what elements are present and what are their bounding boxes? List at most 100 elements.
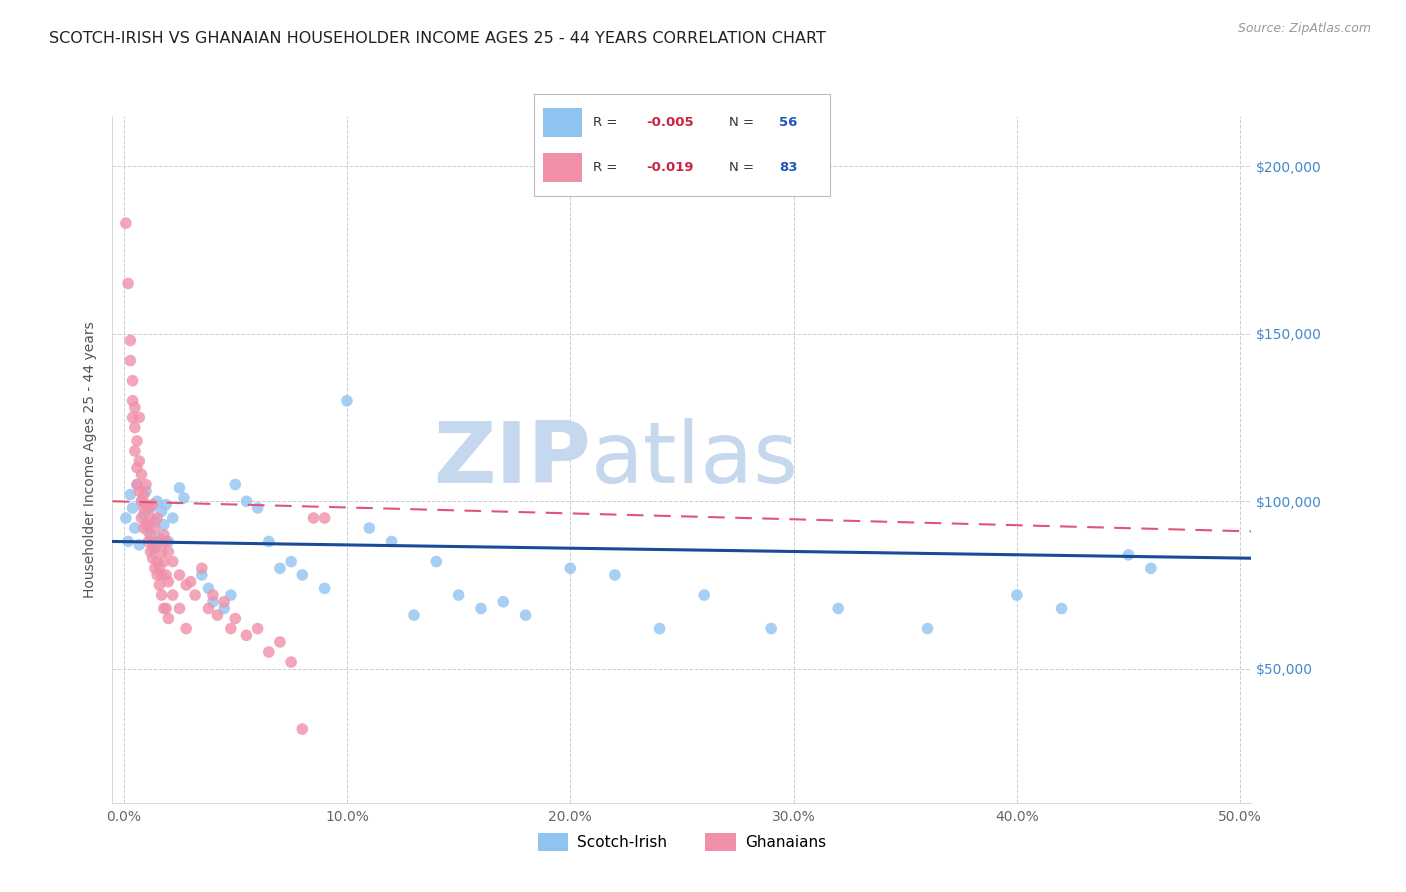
Point [121,500,143,515]
Point [132,500,155,515]
Point [146,555,169,569]
Point [143,541,166,556]
Point [150,568,173,582]
Point [150,504,173,518]
Point [121,393,143,408]
Point [153,528,176,542]
Point [155,498,177,512]
Point [219,622,242,636]
Point [117,277,139,291]
Point [224,477,246,491]
Point [143,561,166,575]
Point [128,410,150,425]
Point [827,601,849,615]
Point [125,477,148,491]
Point [197,601,219,615]
Point [128,454,150,468]
Point [162,511,184,525]
Point [139,500,162,515]
Point [246,622,269,636]
Point [180,574,202,589]
Text: 56: 56 [779,116,797,128]
Point [157,611,180,625]
Point [515,608,537,623]
Point [359,521,381,535]
Point [173,491,195,505]
Point [142,498,165,512]
Point [169,481,191,495]
Point [124,420,146,434]
Point [142,541,165,556]
Point [219,588,242,602]
Point [447,588,470,602]
Point [201,595,224,609]
Point [125,460,148,475]
Point [291,722,314,736]
Point [120,334,142,348]
Point [201,588,224,602]
Point [132,487,155,501]
Point [146,494,169,508]
Point [131,467,153,482]
Point [162,555,184,569]
Point [146,511,169,525]
Text: N =: N = [730,116,758,128]
Point [132,521,155,535]
Point [143,514,166,528]
Point [136,500,159,515]
Text: SCOTCH-IRISH VS GHANAIAN HOUSEHOLDER INCOME AGES 25 - 44 YEARS CORRELATION CHART: SCOTCH-IRISH VS GHANAIAN HOUSEHOLDER INC… [49,31,827,46]
Point [115,216,138,230]
Point [120,487,142,501]
Point [235,628,257,642]
Point [153,601,176,615]
Point [146,568,169,582]
Point [235,494,257,508]
Point [150,544,173,558]
Point [142,551,165,566]
Point [169,601,191,615]
Point [246,500,269,515]
Point [125,434,148,448]
Point [224,611,246,625]
Point [191,568,214,582]
Point [136,517,159,532]
Point [560,561,582,575]
Text: ZIP: ZIP [433,417,591,501]
Point [212,595,235,609]
Point [257,534,280,549]
Text: R =: R = [593,161,621,174]
Point [124,401,146,415]
Point [153,517,176,532]
Text: Source: ZipAtlas.com: Source: ZipAtlas.com [1237,22,1371,36]
Point [155,534,177,549]
Point [120,353,142,368]
Point [157,574,180,589]
Point [470,601,492,615]
Point [425,555,447,569]
Point [314,511,336,525]
Point [136,524,159,539]
Point [155,568,177,582]
Point [212,601,235,615]
Point [148,531,170,545]
Point [128,484,150,499]
Point [142,534,165,549]
Point [197,582,219,596]
Text: -0.019: -0.019 [647,161,695,174]
Bar [543,108,582,136]
Point [761,622,783,636]
Point [492,595,515,609]
Point [693,588,716,602]
Bar [543,153,582,182]
Point [302,511,325,525]
Point [257,645,280,659]
Point [150,588,173,602]
Point [1050,601,1073,615]
Point [121,410,143,425]
Point [139,544,162,558]
Point [157,544,180,558]
Point [1140,561,1163,575]
Point [191,561,214,575]
Point [153,555,176,569]
Point [131,494,153,508]
